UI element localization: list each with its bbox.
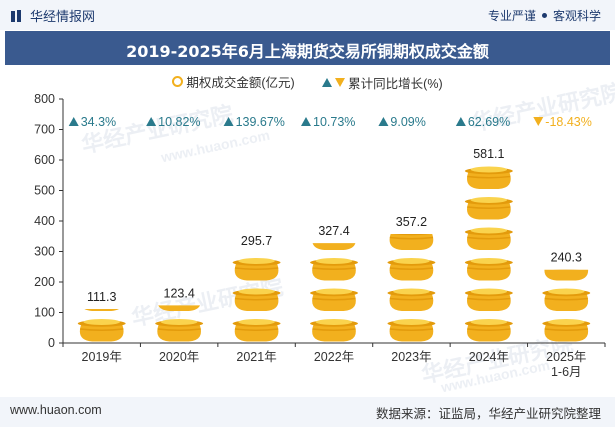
bullet-icon bbox=[541, 13, 547, 18]
bar bbox=[464, 166, 513, 342]
y-tick-label: 400 bbox=[34, 214, 55, 228]
growth-down-marker bbox=[533, 117, 544, 126]
growth-up-marker bbox=[455, 117, 466, 126]
slogan: 专业严谨 客观科学 bbox=[488, 7, 601, 24]
growth-label: 9.09% bbox=[390, 115, 425, 129]
x-tick-label: 2022年 bbox=[314, 350, 354, 364]
bar bbox=[387, 234, 436, 342]
title-bar: 2019-2025年6月上海期货交易所铜期权成交金额 bbox=[5, 31, 610, 65]
x-tick-label: 2019年 bbox=[82, 350, 122, 364]
growth-label: 139.67% bbox=[236, 115, 285, 129]
x-tick-label: 2021年 bbox=[236, 350, 276, 364]
brand[interactable]: 华经情报网 bbox=[10, 6, 95, 25]
footer-source: 数据来源：证监局，华经产业研究院整理 bbox=[375, 407, 601, 421]
data-label: 357.2 bbox=[396, 215, 427, 229]
legend-item-amount: 期权成交金额(亿元) bbox=[172, 72, 295, 91]
footer-site[interactable]: www.huaon.com bbox=[10, 403, 102, 417]
top-bar: 华经情报网 专业严谨 客观科学 bbox=[0, 0, 615, 30]
legend-label-growth: 累计同比增长(%) bbox=[348, 77, 443, 91]
y-tick-label: 800 bbox=[34, 92, 55, 106]
data-label: 581.1 bbox=[473, 147, 504, 161]
legend-label-amount: 期权成交金额(亿元) bbox=[186, 76, 295, 90]
y-tick-label: 700 bbox=[34, 123, 55, 137]
bar bbox=[310, 243, 358, 342]
growth-label: 10.82% bbox=[158, 115, 200, 129]
x-tick-label: 2025年 bbox=[546, 350, 586, 364]
growth-up-marker bbox=[146, 117, 157, 126]
y-tick-label: 200 bbox=[34, 275, 55, 289]
growth-label: -18.43% bbox=[545, 115, 592, 129]
y-tick-label: 500 bbox=[34, 184, 55, 198]
bar bbox=[232, 257, 281, 342]
data-label: 123.4 bbox=[164, 286, 195, 300]
slogan-left: 专业严谨 bbox=[487, 9, 536, 23]
bar bbox=[542, 269, 591, 342]
chart-plot: 0 100 200 300 400 500 600 700 800 2019年 2020年 2021年… bbox=[34, 92, 606, 379]
data-label: 240.3 bbox=[551, 251, 582, 265]
triangle-down-icon bbox=[335, 78, 346, 87]
x-tick-label: 2024年 bbox=[469, 350, 509, 364]
growth-label: 10.73% bbox=[313, 115, 355, 129]
y-tick-label: 600 bbox=[34, 153, 55, 167]
growth-up-marker bbox=[301, 117, 311, 126]
legend-item-growth: 累计同比增长(%) bbox=[322, 73, 443, 92]
brand-name: 华经情报网 bbox=[30, 9, 96, 24]
y-tick-label: 100 bbox=[34, 306, 55, 320]
brand-logo-icon bbox=[11, 9, 21, 22]
growth-up-marker bbox=[223, 117, 234, 126]
y-tick-label: 300 bbox=[34, 245, 55, 259]
growth-label: 34.3% bbox=[81, 115, 116, 129]
triangle-up-icon bbox=[322, 78, 333, 87]
growth-up-marker bbox=[68, 117, 79, 126]
footer: www.huaon.com 数据来源：证监局，华经产业研究院整理 bbox=[0, 397, 615, 427]
x-tick-label: 1-6月 bbox=[551, 365, 582, 379]
y-tick-label: 0 bbox=[48, 336, 55, 350]
growth-label: 62.69% bbox=[468, 115, 510, 129]
bar bbox=[155, 305, 204, 342]
growth-up-marker bbox=[378, 117, 389, 126]
x-tick-label: 2023年 bbox=[391, 350, 431, 364]
data-label: 295.7 bbox=[241, 234, 272, 248]
chart-legend: 期权成交金额(亿元) 累计同比增长(%) bbox=[0, 72, 615, 92]
x-tick-label: 2020年 bbox=[159, 350, 199, 364]
chart-title: 2019-2025年6月上海期货交易所铜期权成交金额 bbox=[126, 42, 489, 61]
bar bbox=[77, 309, 126, 342]
data-label: 111.3 bbox=[87, 290, 116, 304]
slogan-right: 客观科学 bbox=[552, 9, 601, 23]
data-label: 327.4 bbox=[318, 224, 349, 238]
coin-icon bbox=[172, 76, 184, 87]
